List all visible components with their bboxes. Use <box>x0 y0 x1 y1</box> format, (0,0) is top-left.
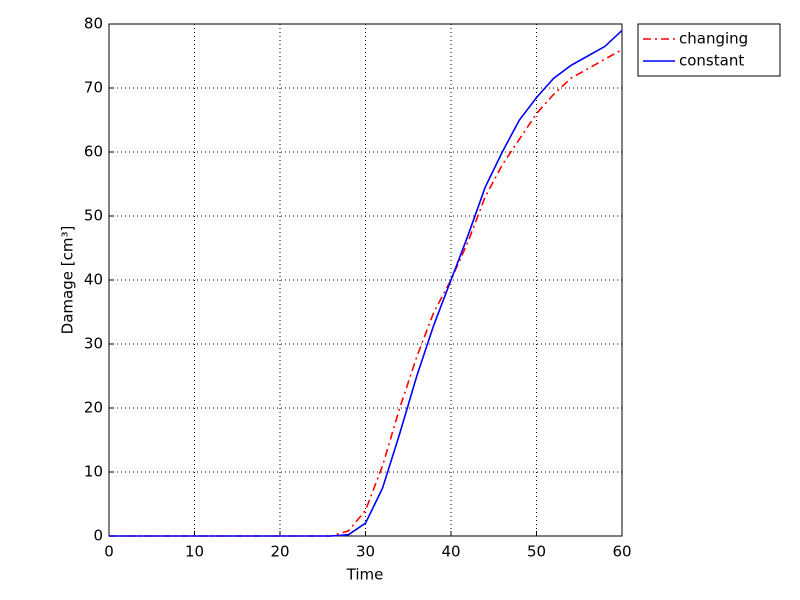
y-tick-label: 0 <box>93 527 103 545</box>
y-tick-label: 20 <box>84 399 103 417</box>
y-tick-label: 50 <box>84 207 103 225</box>
y-tick-label: 30 <box>84 335 103 353</box>
legend-label: constant <box>679 52 744 70</box>
legend-box <box>637 23 781 77</box>
x-tick-label: 20 <box>270 543 289 561</box>
legend-label: changing <box>679 30 748 48</box>
x-tick-label: 10 <box>185 543 204 561</box>
x-tick-label: 30 <box>356 543 375 561</box>
data-line <box>109 29 623 537</box>
x-tick-label: 0 <box>104 543 114 561</box>
y-tick-label: 60 <box>84 143 103 161</box>
plot-frame <box>108 23 623 537</box>
x-tick-label: 40 <box>441 543 460 561</box>
x-axis-label: Time <box>346 566 384 584</box>
y-axis-label: Damage [cm³] <box>59 226 77 335</box>
y-tick-label: 70 <box>84 79 103 97</box>
y-tick-label: 40 <box>84 271 103 289</box>
y-tick-label: 10 <box>84 463 103 481</box>
x-tick-label: 60 <box>612 543 631 561</box>
x-tick-label: 50 <box>527 543 546 561</box>
y-tick-label: 80 <box>84 15 103 33</box>
